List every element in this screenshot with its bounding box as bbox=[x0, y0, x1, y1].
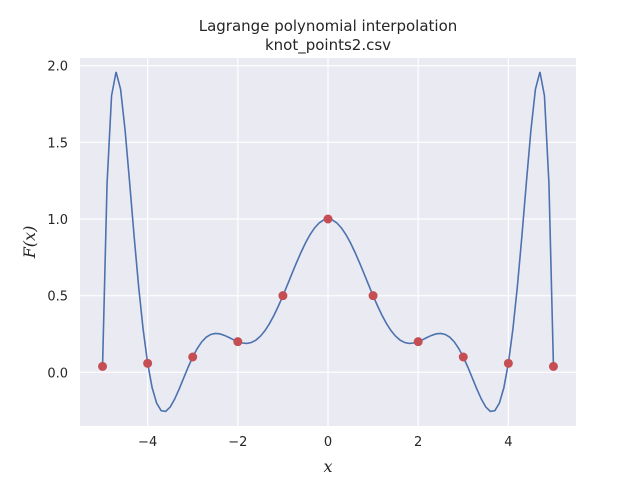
knot-point bbox=[323, 214, 333, 224]
y-tick-label: 1.0 bbox=[47, 213, 68, 228]
x-axis-label: x bbox=[323, 457, 332, 476]
knot-point bbox=[458, 352, 468, 362]
y-tick-label: 2.0 bbox=[47, 60, 68, 75]
x-tick-labels: −4 −2 0 2 4 bbox=[138, 435, 512, 450]
knot-point bbox=[278, 291, 288, 301]
grid-lines bbox=[80, 58, 576, 426]
chart-title: Lagrange polynomial interpolation bbox=[199, 17, 458, 35]
knot-point bbox=[548, 361, 558, 371]
y-tick-label: 0.0 bbox=[47, 366, 68, 381]
x-tick-label: −4 bbox=[138, 435, 157, 450]
knot-point bbox=[188, 352, 198, 362]
y-tick-labels: 0.0 0.5 1.0 1.5 2.0 bbox=[47, 60, 68, 382]
knot-point bbox=[503, 358, 513, 368]
chart-subtitle: knot_points2.csv bbox=[265, 36, 391, 55]
x-tick-label: 2 bbox=[414, 435, 422, 450]
knot-points bbox=[98, 214, 558, 371]
y-tick-label: 1.5 bbox=[47, 136, 68, 151]
knot-point bbox=[233, 337, 243, 347]
x-tick-label: −2 bbox=[228, 435, 247, 450]
x-tick-label: 4 bbox=[504, 435, 512, 450]
knot-point bbox=[368, 291, 378, 301]
knot-point bbox=[143, 358, 153, 368]
x-tick-label: 0 bbox=[324, 435, 332, 450]
knot-point bbox=[98, 361, 108, 371]
y-tick-label: 0.5 bbox=[47, 290, 68, 305]
knot-point bbox=[413, 337, 423, 347]
y-axis-label: F(x) bbox=[20, 226, 39, 260]
